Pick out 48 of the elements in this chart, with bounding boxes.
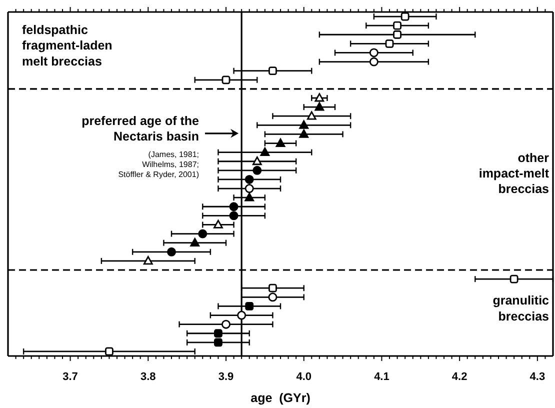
annotation: (James, 1981; Wilhelms, 1987; Stöffler & Ryder, 2001) — [118, 150, 200, 179]
point — [244, 192, 254, 202]
point — [369, 48, 378, 58]
point — [306, 111, 316, 120]
point — [268, 66, 277, 76]
point — [222, 320, 230, 329]
x-tick-label: 3.9 — [218, 371, 234, 383]
point — [268, 292, 278, 302]
x-tick-label: 4.3 — [530, 371, 546, 383]
point — [214, 338, 222, 347]
point — [393, 21, 402, 30]
point — [276, 138, 286, 147]
x-tick-label: 3.7 — [62, 371, 78, 383]
point — [252, 166, 262, 175]
point — [190, 238, 200, 247]
point — [314, 93, 324, 102]
annotation: preferred age of the Nectaris basin — [82, 114, 200, 144]
point — [229, 211, 238, 220]
point — [369, 57, 378, 66]
point — [167, 247, 176, 256]
point — [105, 347, 114, 356]
x-tick-label: 4.0 — [296, 371, 312, 383]
point — [143, 256, 153, 265]
point — [385, 39, 394, 48]
point — [214, 220, 223, 228]
point — [260, 147, 270, 156]
point — [252, 156, 262, 166]
annotation: other impact-melt breccias — [478, 150, 550, 196]
point — [244, 184, 254, 194]
point — [299, 129, 309, 138]
point — [244, 174, 254, 184]
x-axis-title: age (GYr) — [250, 391, 310, 405]
point — [214, 329, 222, 338]
point — [299, 120, 309, 129]
x-tick-label: 4.2 — [452, 371, 468, 383]
point — [237, 310, 246, 320]
point — [245, 302, 254, 310]
x-tick-label: 3.8 — [140, 371, 156, 383]
point — [198, 229, 208, 238]
point — [393, 30, 402, 39]
point — [314, 102, 324, 111]
point — [229, 202, 238, 212]
point — [268, 284, 277, 292]
annotation: granulitic breccias — [492, 294, 550, 324]
point — [222, 76, 230, 84]
x-tick-label: 4.1 — [374, 371, 390, 383]
point — [510, 274, 518, 284]
annotation: feldspathic fragment-laden melt breccias — [22, 23, 112, 68]
